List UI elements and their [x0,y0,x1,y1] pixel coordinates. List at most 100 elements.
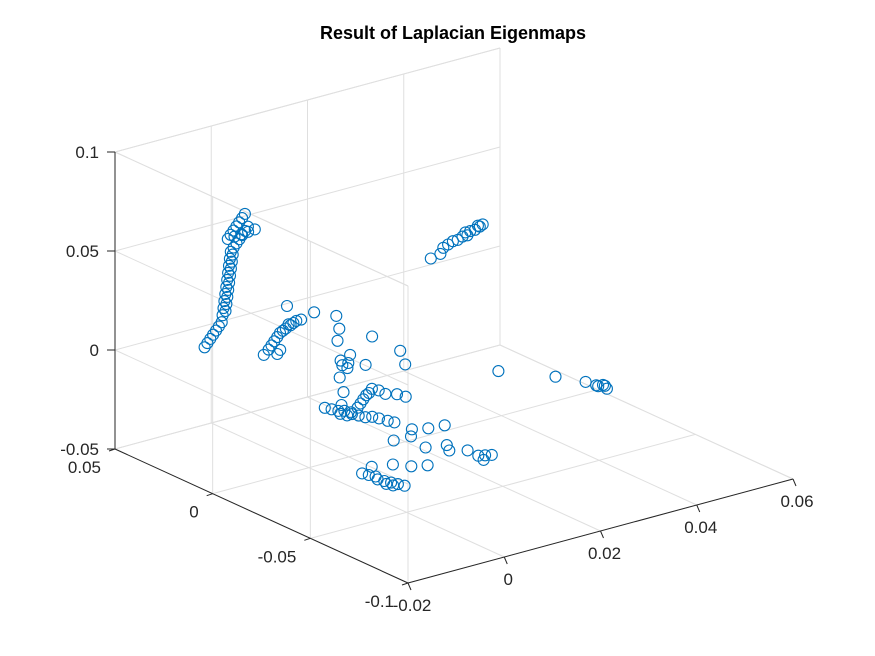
data-point [223,269,237,282]
data-point [219,287,232,301]
data-point [308,306,321,319]
chart-title: Result of Laplacian Eigenmaps [320,23,586,43]
data-point [579,375,592,388]
data-point [351,401,364,414]
data-point [233,233,246,246]
data-point [459,226,472,239]
data-point [220,297,233,311]
data-point [280,299,294,313]
data-point [222,283,235,296]
data-point [248,223,261,236]
data-point [405,423,418,436]
scatter-points [198,207,613,492]
grid-line [403,370,697,506]
data-point [334,407,347,420]
y-tick-mark [304,537,311,541]
y-axis-ticks: -0.1 -0.05 0 0.05 [68,448,409,611]
data-point [362,386,376,400]
data-point [271,347,284,361]
data-point [492,365,505,378]
y-tick-label: 0.05 [68,458,101,477]
x-tick-label: 0.04 [684,518,717,537]
data-point [365,460,378,473]
data-point [372,412,386,425]
data-point [438,419,451,432]
data-point [330,309,343,322]
data-point [391,478,404,491]
grid-line [114,146,501,252]
data-point [318,401,331,414]
data-point [380,477,393,490]
data-point [359,358,372,371]
data-point [344,348,357,361]
y-tick-label: -0.1 [365,592,394,611]
data-point [398,479,411,492]
data-point [422,422,435,435]
data-point [388,416,401,429]
data-point [331,334,344,347]
data-point [218,295,231,308]
data-point [220,280,233,294]
data-point [366,410,379,423]
z-tick-label: 0.1 [75,143,99,162]
data-point [379,387,392,400]
data-point [381,414,394,427]
box-edge [114,151,409,287]
data-point [399,390,412,403]
data-point [333,322,346,335]
data-point [342,356,355,370]
data-point [372,384,385,397]
grid-line [211,422,505,558]
data-point [221,273,234,286]
data-point [238,207,251,220]
data-point [477,453,490,466]
x-tick-label: 0.02 [588,544,621,563]
data-point [224,245,237,258]
data-point [359,411,372,424]
data-point [476,218,489,231]
data-point [212,320,225,333]
data-point [419,441,432,454]
y-tick-mark [401,582,409,586]
grid-line [114,245,501,351]
data-point [217,302,230,315]
data-point [405,460,418,473]
data-point [198,341,211,354]
z-tick-label: -0.05 [60,440,99,459]
z-tick-label: 0 [90,341,99,360]
data-point [598,379,611,392]
y-axis-line [114,448,409,584]
grid-line [212,389,598,495]
x-tick-label: 0 [504,570,513,589]
grid-line [310,433,696,539]
x-tick-label: -0.02 [393,596,432,615]
data-point [341,409,354,422]
data-point [225,255,238,268]
data-point [335,398,348,412]
x-axis-ticks: -0.02 0 0.02 0.04 0.06 [393,478,814,615]
data-point [390,388,404,401]
data-point [268,335,281,348]
data-point [239,224,252,237]
data-point [274,343,287,356]
data-point [336,359,349,372]
data-point [287,316,300,330]
data-point [230,237,243,250]
y-tick-mark [206,493,213,497]
data-point [461,444,474,457]
data-point [366,330,379,343]
data-point [295,313,308,326]
data-point [222,259,236,272]
x-tick-mark [696,504,701,513]
x-tick-mark [503,556,508,565]
data-point [434,247,447,260]
data-point [209,324,223,337]
data-point [216,309,229,322]
data-point [352,409,365,422]
y-tick-label: -0.05 [258,547,297,566]
data-point [386,458,399,471]
grid-line [307,396,601,532]
data-point [387,434,400,447]
